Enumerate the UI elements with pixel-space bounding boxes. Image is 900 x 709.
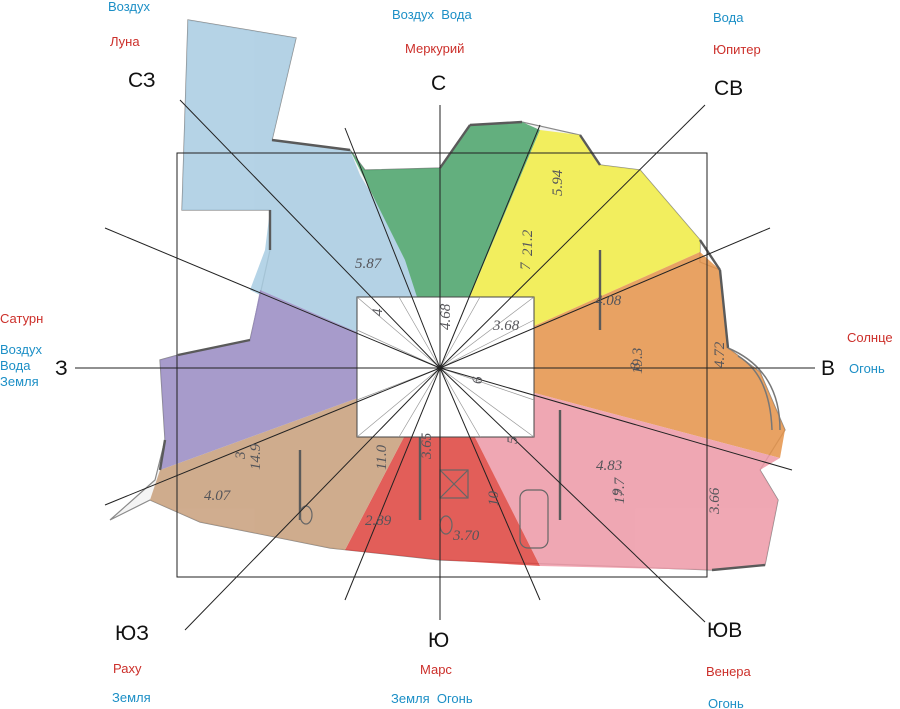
planet-south: Марс <box>420 662 452 677</box>
room-label: 4.07 <box>204 488 232 504</box>
axis-southeast <box>439 367 706 623</box>
room-label: 3.65 <box>419 432 435 460</box>
room-label: 3.66 <box>707 487 723 515</box>
direction-northwest: СЗ <box>128 69 156 92</box>
sector-east <box>440 252 785 458</box>
room-label: 11.0 <box>374 444 390 470</box>
room-label: 10 <box>486 491 502 507</box>
room-label: 3 <box>233 452 249 461</box>
room-label: 5 <box>505 436 521 444</box>
element-south: Земля Огонь <box>391 691 473 706</box>
room-label: 4.72 <box>712 341 728 368</box>
planet-southwest: Раху <box>113 661 142 676</box>
direction-southwest: ЮЗ <box>115 622 149 645</box>
sector-north <box>350 122 540 368</box>
direction-northeast: СВ <box>714 77 744 100</box>
sector-west <box>160 290 440 470</box>
element-east: Огонь <box>849 361 885 376</box>
element-southwest: Земля <box>112 690 151 705</box>
element-northwest: Воздух <box>108 0 151 14</box>
element-northeast: Вода <box>713 10 744 25</box>
planet-east: Солнце <box>847 330 893 345</box>
element-west-2: Вода <box>0 358 31 373</box>
balcony-arc <box>727 347 781 431</box>
room-label: 7 <box>518 261 534 270</box>
room-label: 14.9 <box>248 443 264 470</box>
element-west-1: Воздух <box>0 342 43 357</box>
room-label: 17.7 <box>612 476 628 504</box>
sector-northwest <box>182 20 440 368</box>
room-label: 2.89 <box>365 513 392 529</box>
room-label: 8 <box>628 362 644 370</box>
element-southeast: Огонь <box>708 696 744 709</box>
axis-northeast <box>439 104 706 369</box>
element-west-3: Земля <box>0 374 39 389</box>
direction-southeast: ЮВ <box>707 619 743 642</box>
planet-northeast: Юпитер <box>713 42 761 57</box>
room-label: 5.87 <box>355 256 383 272</box>
direction-axes <box>75 99 815 631</box>
room-label: 9 <box>610 488 626 496</box>
room-label: 4.08 <box>595 293 622 309</box>
center-zone <box>356 296 535 438</box>
center-fine-lines <box>356 296 535 438</box>
sector-south <box>345 368 540 566</box>
axis-northwest <box>179 99 441 369</box>
room-label: 4.83 <box>596 458 622 474</box>
room-label: 3.70 <box>452 528 480 544</box>
planet-north: Меркурий <box>405 41 465 56</box>
walls <box>158 120 766 572</box>
direction-north: С <box>431 72 447 95</box>
direction-west: З <box>55 357 68 380</box>
room-labels: 5.87 5.94 21.2 7 4.08 4.72 8 19.3 3.68 4… <box>204 169 728 544</box>
planet-west: Сатурн <box>0 311 44 326</box>
axis-southwest <box>184 367 441 631</box>
room-label: 19.3 <box>630 348 646 374</box>
room-label: 5.94 <box>550 169 566 196</box>
direction-east: В <box>821 357 836 380</box>
room-label: 4.68 <box>438 303 454 330</box>
room-label: 4 <box>370 308 386 316</box>
element-north: Воздух Вода <box>392 7 472 22</box>
planet-southeast: Венера <box>706 664 751 679</box>
room-label: 3.68 <box>492 318 520 334</box>
room-label: 21.2 <box>520 229 536 256</box>
plan-frame <box>176 152 708 578</box>
direction-south: Ю <box>428 629 450 652</box>
sector-boundaries <box>104 124 793 601</box>
room-label: 6 <box>470 376 486 384</box>
planet-northwest: Луна <box>110 34 140 49</box>
